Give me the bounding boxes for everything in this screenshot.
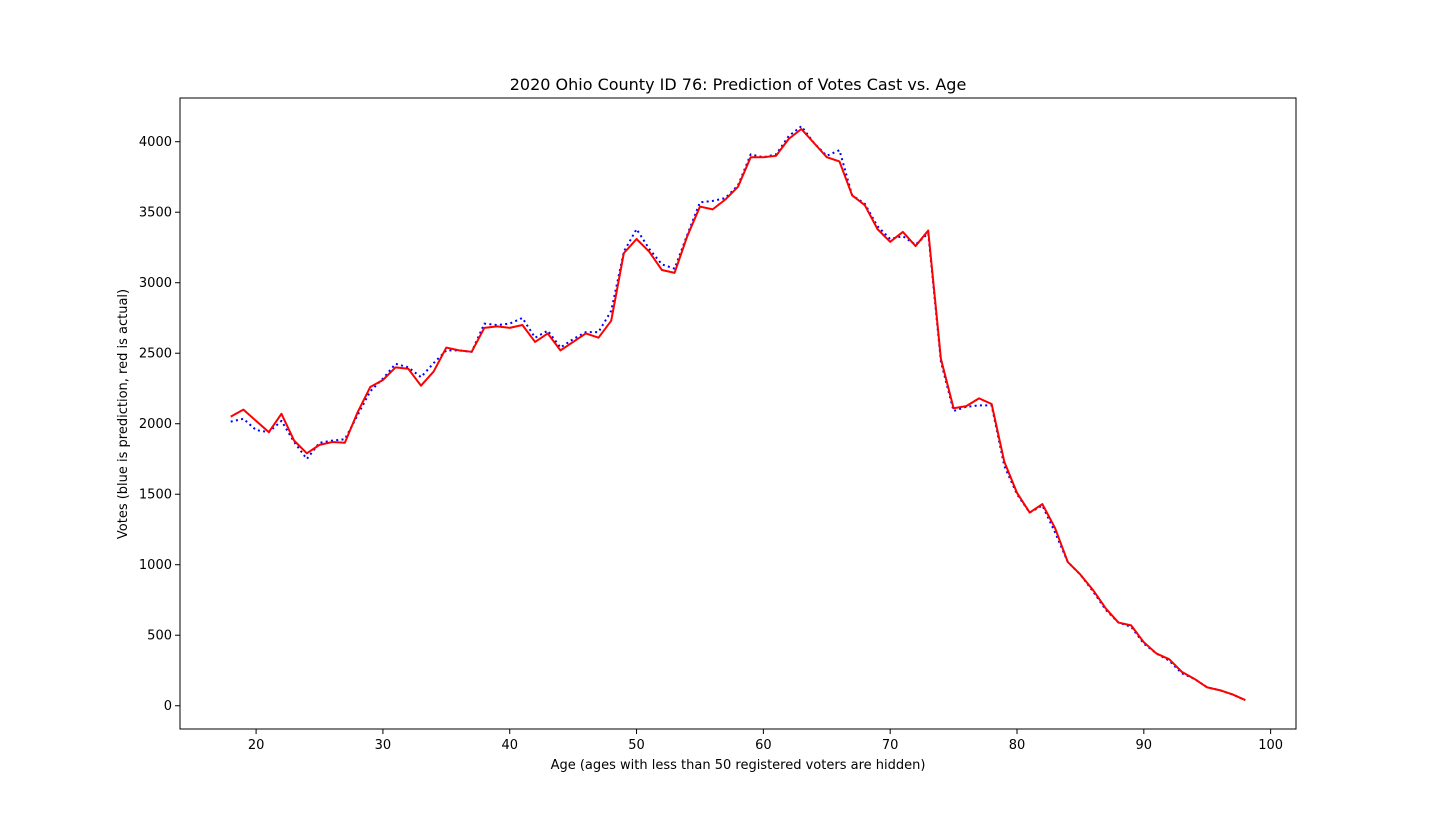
y-tick-label: 2000 <box>139 417 172 432</box>
x-tick-label: 100 <box>1258 738 1283 753</box>
y-tick-label: 0 <box>164 699 172 714</box>
x-tick-label: 90 <box>1136 738 1153 753</box>
chart-title: 2020 Ohio County ID 76: Prediction of Vo… <box>510 75 967 94</box>
x-tick-label: 60 <box>755 738 772 753</box>
x-tick-label: 40 <box>501 738 518 753</box>
x-tick-label: 30 <box>375 738 392 753</box>
x-tick-label: 50 <box>628 738 645 753</box>
x-axis-label: Age (ages with less than 50 registered v… <box>551 758 926 773</box>
x-axis: 20 30 40 50 60 70 80 90 100 <box>248 729 1283 753</box>
y-tick-label: 4000 <box>139 135 172 150</box>
plot-frame <box>179 97 1297 730</box>
y-axis: 0 500 1000 1500 2000 2500 3000 3500 4000 <box>139 135 180 714</box>
series-line-actual <box>230 128 1246 702</box>
y-tick-label: 1500 <box>139 488 172 503</box>
y-tick-label: 3000 <box>139 276 172 291</box>
y-tick-label: 1000 <box>139 558 172 573</box>
y-tick-label: 500 <box>147 629 172 644</box>
plot-area <box>230 125 1246 702</box>
y-axis-label: Votes (blue is prediction, red is actual… <box>116 289 131 539</box>
x-tick-label: 70 <box>882 738 899 753</box>
x-tick-label: 20 <box>248 738 265 753</box>
y-tick-label: 2500 <box>139 347 172 362</box>
y-tick-label: 3500 <box>139 206 172 221</box>
series-line-prediction <box>230 125 1246 702</box>
x-tick-label: 80 <box>1009 738 1026 753</box>
